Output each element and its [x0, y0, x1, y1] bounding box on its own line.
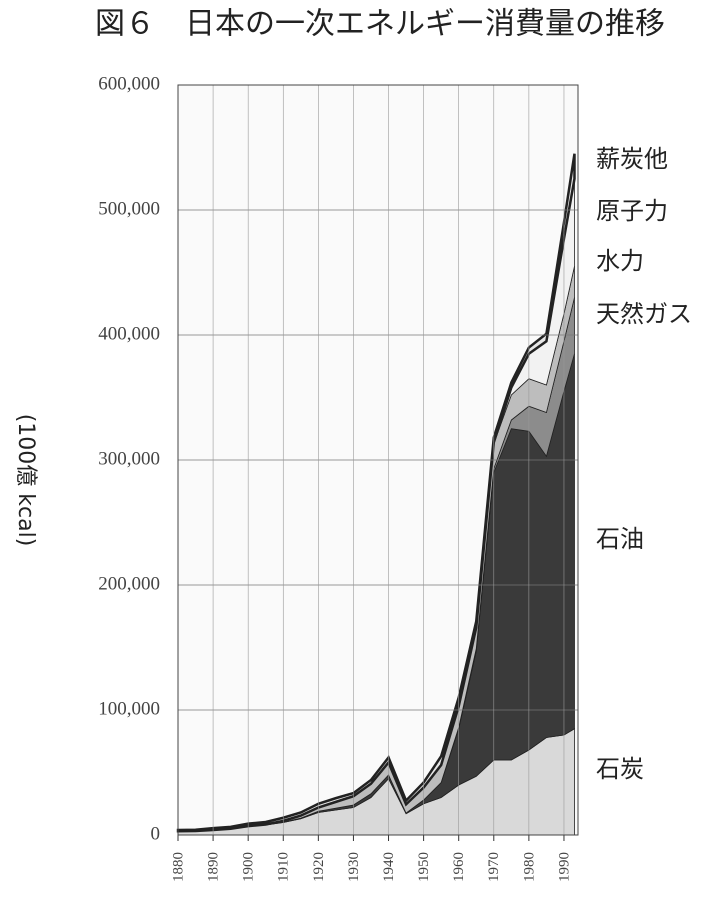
plot-frame [177, 84, 579, 836]
x-tick-label: 1960 [451, 852, 467, 882]
y-tick-label: 200,000 [98, 573, 160, 594]
x-tick-label: 1910 [276, 852, 292, 882]
x-tick-label: 1950 [416, 852, 432, 882]
series-label: 水力 [596, 247, 644, 275]
series-label: 石炭 [596, 755, 644, 783]
x-tick-label: 1930 [346, 852, 362, 882]
x-tick-label: 1900 [241, 852, 257, 882]
x-tick-label: 1970 [486, 852, 502, 882]
series-label: 薪炭他 [596, 145, 668, 173]
y-tick-label: 300,000 [98, 448, 160, 469]
y-tick-label: 0 [151, 823, 161, 844]
x-tick-label: 1880 [170, 852, 186, 882]
x-tick-label: 1890 [206, 852, 222, 882]
y-axis-label: (100億 kcal) [13, 414, 38, 547]
y-tick-label: 500,000 [98, 198, 160, 219]
y-tick-label: 400,000 [98, 323, 160, 344]
series-label: 石油 [596, 525, 644, 553]
y-tick-label: 100,000 [98, 698, 160, 719]
series-label: 原子力 [596, 197, 668, 225]
chart-title: 図６ 日本の一次エネルギー消費量の推移 [95, 7, 665, 42]
x-tick-label: 1920 [311, 852, 327, 882]
x-tick-label: 1940 [381, 852, 397, 882]
series-label: 天然ガス [596, 300, 692, 328]
y-tick-label: 600,000 [98, 73, 160, 94]
x-tick-label: 1980 [521, 852, 537, 882]
x-tick-label: 1990 [556, 852, 572, 882]
